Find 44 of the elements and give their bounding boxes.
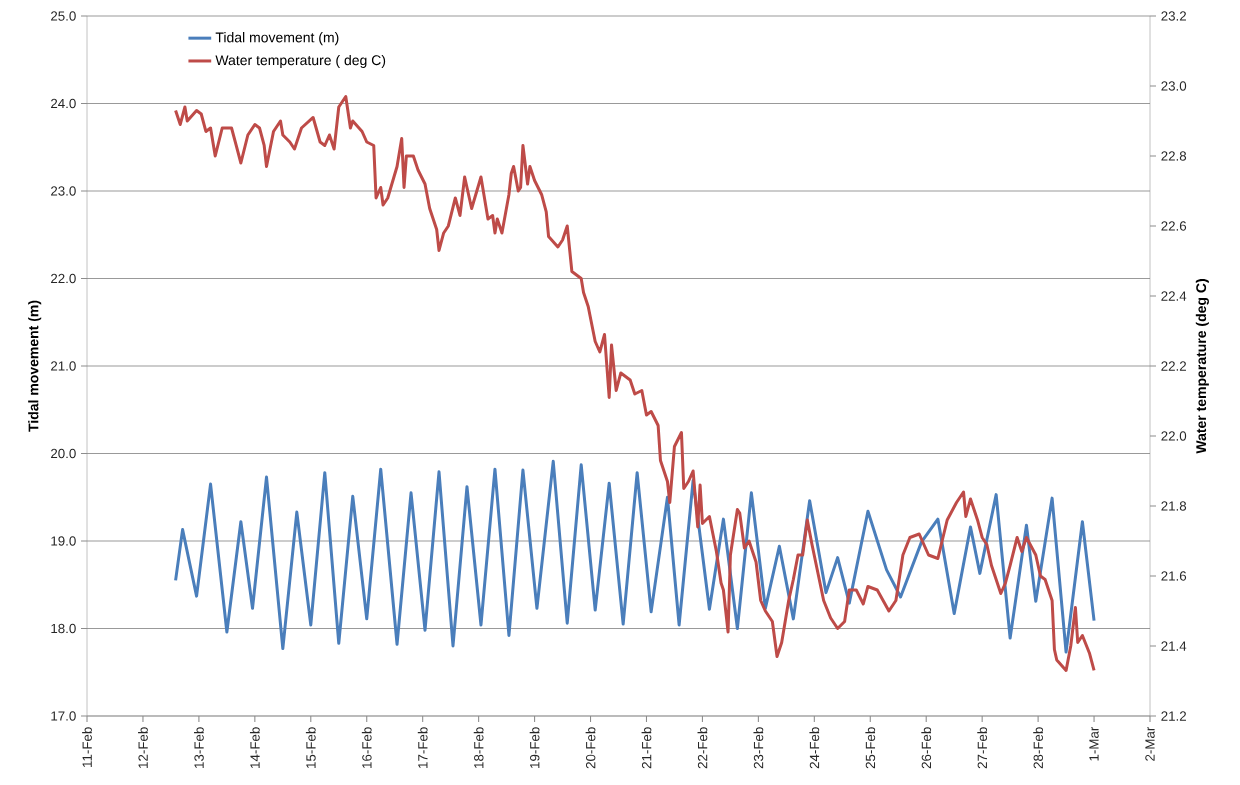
legend-label: Tidal movement (m) [215,32,339,46]
y2-tick-label: 22.4 [1161,291,1187,301]
y2-tick-label: 21.4 [1161,641,1187,651]
y-tick-label: 20.0 [51,448,76,459]
x-tick-label: 18-Feb [473,727,484,768]
y2-tick-label: 22.0 [1161,431,1187,441]
x-tick-label: 13-Feb [194,727,204,768]
y2-tick-label: 22.6 [1161,221,1187,231]
y2-tick-label: 21.6 [1161,571,1187,581]
x-tick-label: 28-Feb [1033,727,1043,769]
y-tick-label: 25.0 [51,11,76,21]
x-tick-label: 22-Feb [697,727,708,769]
x-tick-label: 2-Mar [1145,726,1155,761]
y2-tick-label: 23.2 [1161,11,1186,21]
y2-tick-label: 21.8 [1161,501,1187,511]
y-tick-label: 22.0 [51,273,76,284]
y2-tick-label: 22.8 [1161,151,1187,161]
x-tick-label: 20-Feb [585,727,596,769]
x-tick-label: 21-Feb [641,727,652,769]
x-tick-label: 17-Feb [417,727,428,768]
x-tick-label: 19-Feb [529,727,540,768]
y-axis-title: Tidal movement (m) [28,300,42,432]
x-tick-label: 25-Feb [865,727,876,769]
y-tick-label: 17.0 [51,711,76,721]
y-tick-label: 23.0 [51,186,76,196]
y-tick-label: 19.0 [51,536,76,546]
x-tick-label: 27-Feb [977,727,988,769]
x-tick-label: 11-Feb [82,727,92,767]
x-tick-label: 24-Feb [809,727,820,769]
y-tick-label: 21.0 [51,361,76,371]
y2-tick-label: 22.2 [1161,361,1186,371]
legend-label: Water temperature ( deg C) [215,54,386,68]
y2-tick-label: 23.0 [1161,81,1187,91]
x-tick-label: 23-Feb [753,727,764,769]
y-tick-label: 18.0 [51,623,76,634]
y-tick-label: 24.0 [51,98,76,109]
y2-tick-label: 21.2 [1161,711,1186,721]
x-tick-label: 15-Feb [305,727,316,768]
x-tick-label: 12-Feb [138,727,148,768]
x-tick-label: 1-Mar [1089,726,1099,761]
x-tick-label: 16-Feb [361,727,372,768]
x-tick-label: 14-Feb [249,727,260,768]
y2-axis-title: Water temperature (deg C) [1195,279,1209,454]
x-tick-label: 26-Feb [921,727,932,769]
